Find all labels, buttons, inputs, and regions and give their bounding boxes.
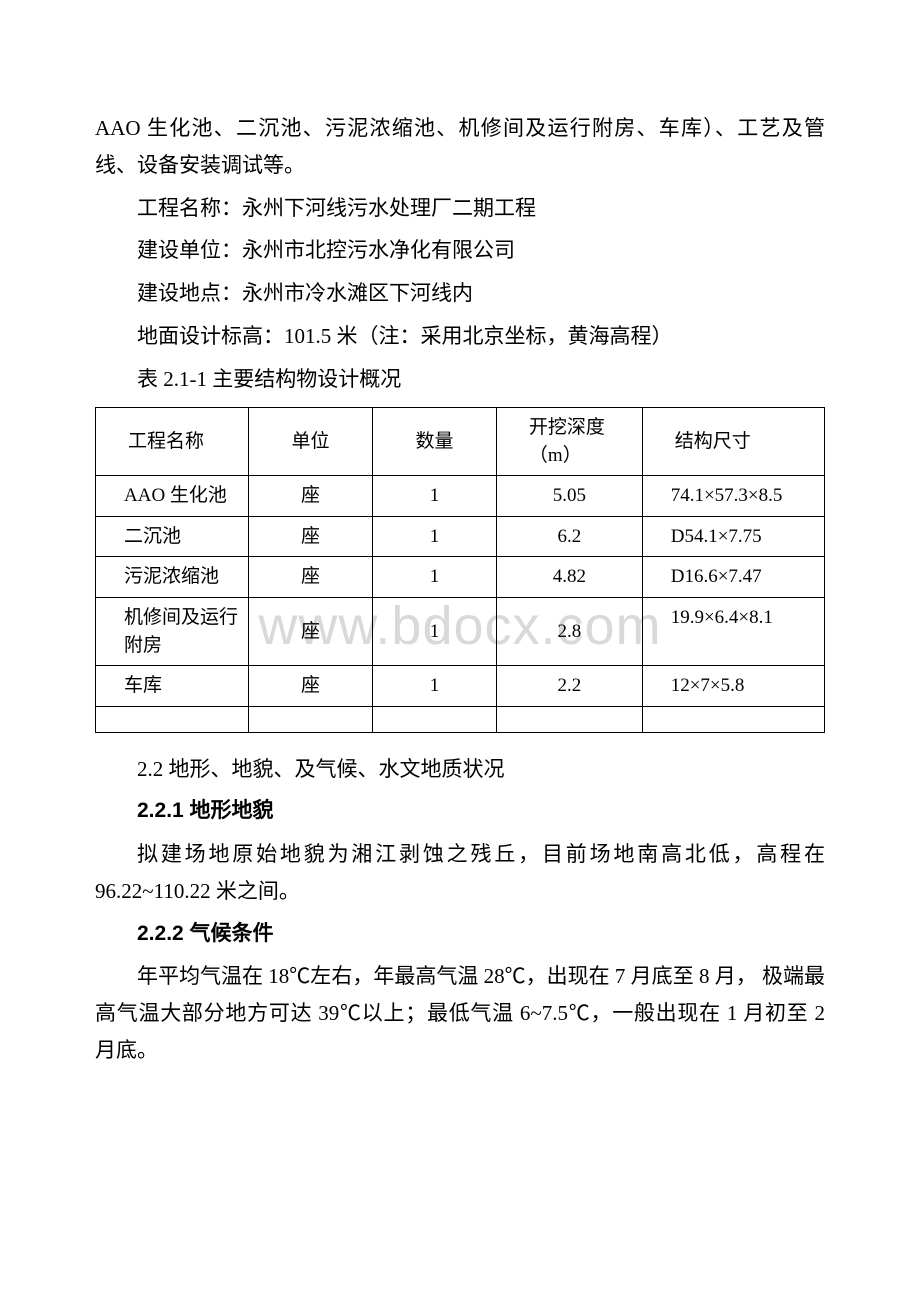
cell-depth: 4.82: [496, 557, 642, 598]
th-qty: 数量: [373, 408, 497, 476]
table-row: 污泥浓缩池 座 1 4.82 D16.6×7.47: [96, 557, 825, 598]
cell-size: 74.1×57.3×8.5: [642, 476, 824, 517]
cell-unit: 座: [249, 666, 373, 707]
cell-name: 机修间及运行附房: [96, 597, 249, 665]
section-2-2-1-heading: 2.2.1 地形地貌: [95, 793, 825, 830]
table-header-row: 工程名称 单位 数量 开挖深度（m） 结构尺寸: [96, 408, 825, 476]
paragraph-build-unit: 建设单位：永州市北控污水净化有限公司: [95, 232, 825, 269]
cell-name: 车库: [96, 666, 249, 707]
cell-depth: 5.05: [496, 476, 642, 517]
cell-unit: 座: [249, 597, 373, 665]
cell-qty: 1: [373, 476, 497, 517]
th-name: 工程名称: [96, 408, 249, 476]
section-2-2-heading: 2.2 地形、地貌、及气候、水文地质状况: [95, 751, 825, 788]
cell-blank: [96, 706, 249, 732]
cell-blank: [373, 706, 497, 732]
th-unit: 单位: [249, 408, 373, 476]
cell-blank: [249, 706, 373, 732]
cell-name: AAO 生化池: [96, 476, 249, 517]
table-row: 车库 座 1 2.2 12×7×5.8: [96, 666, 825, 707]
paragraph-project-name: 工程名称：永州下河线污水处理厂二期工程: [95, 190, 825, 227]
cell-blank: [496, 706, 642, 732]
th-size: 结构尺寸: [642, 408, 824, 476]
th-depth: 开挖深度（m）: [496, 408, 642, 476]
cell-depth: 2.2: [496, 666, 642, 707]
paragraph-ground-elevation: 地面设计标高：101.5 米（注：采用北京坐标，黄海高程）: [95, 318, 825, 355]
structures-table: 工程名称 单位 数量 开挖深度（m） 结构尺寸 AAO 生化池 座 1 5.05…: [95, 407, 825, 732]
cell-blank: [642, 706, 824, 732]
cell-size: 12×7×5.8: [642, 666, 824, 707]
table-row: 二沉池 座 1 6.2 D54.1×7.75: [96, 516, 825, 557]
cell-qty: 1: [373, 516, 497, 557]
cell-unit: 座: [249, 516, 373, 557]
page-content: AAO 生化池、二沉池、污泥浓缩池、机修间及运行附房、车库）、工艺及管线、设备安…: [95, 110, 825, 1069]
section-2-2-1-body: 拟建场地原始地貌为湘江剥蚀之残丘，目前场地南高北低，高程在 96.22~110.…: [95, 836, 825, 910]
cell-qty: 1: [373, 666, 497, 707]
cell-depth: 2.8: [496, 597, 642, 665]
cell-depth: 6.2: [496, 516, 642, 557]
cell-qty: 1: [373, 557, 497, 598]
table-caption: 表 2.1-1 主要结构物设计概况: [95, 361, 825, 398]
table-row-blank: [96, 706, 825, 732]
table-row: 机修间及运行附房 座 1 2.8 19.9×6.4×8.1: [96, 597, 825, 665]
section-2-2-2-body: 年平均气温在 18℃左右，年最高气温 28℃，出现在 7 月底至 8 月， 极端…: [95, 958, 825, 1068]
cell-qty: 1: [373, 597, 497, 665]
cell-name: 二沉池: [96, 516, 249, 557]
cell-unit: 座: [249, 476, 373, 517]
table-row: AAO 生化池 座 1 5.05 74.1×57.3×8.5: [96, 476, 825, 517]
cell-unit: 座: [249, 557, 373, 598]
cell-name: 污泥浓缩池: [96, 557, 249, 598]
cell-size: D16.6×7.47: [642, 557, 824, 598]
paragraph-build-location: 建设地点：永州市冷水滩区下河线内: [95, 275, 825, 312]
cell-size: D54.1×7.75: [642, 516, 824, 557]
cell-size: 19.9×6.4×8.1: [642, 597, 824, 665]
paragraph-intro: AAO 生化池、二沉池、污泥浓缩池、机修间及运行附房、车库）、工艺及管线、设备安…: [95, 110, 825, 184]
section-2-2-2-heading: 2.2.2 气候条件: [95, 916, 825, 953]
